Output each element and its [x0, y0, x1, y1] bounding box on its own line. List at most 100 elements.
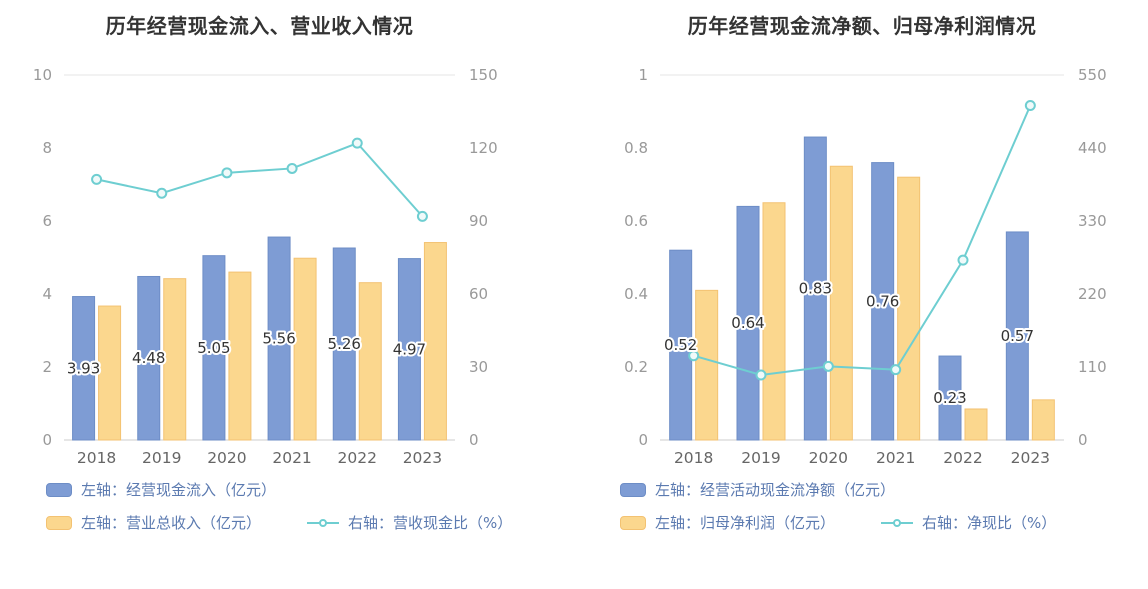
chart-panel-net-cashflow-profit: 历年经营现金流净额、归母净利润情况 0 0.2 0.4 0.6 0.8 1 0 110 220 3…	[574, 0, 1148, 589]
legend-item: 右轴：营收现金比（%）	[307, 513, 512, 533]
chart-title-cash-inflow-revenue: 历年经营现金流入、营业收入情况	[105, 14, 414, 38]
bar-blue-series	[137, 275, 161, 441]
line-marker	[221, 167, 233, 179]
legend-line-marker-icon	[893, 519, 902, 527]
line-marker	[688, 350, 700, 362]
bar-value-label: 0.57	[1001, 327, 1034, 345]
legend-label: 左轴：归母净利润（亿元）	[655, 514, 836, 532]
bar-blue-series	[397, 258, 421, 441]
x-axis-category: 2022	[338, 449, 377, 467]
bar-orange-series	[695, 289, 719, 441]
bar-value-label: 4.97	[393, 340, 426, 358]
legend-line-marker-icon	[319, 519, 328, 527]
line-marker	[351, 137, 363, 149]
line-marker	[755, 369, 767, 381]
legend-label: 左轴：经营现金流入（亿元）	[81, 481, 277, 499]
bar-orange-series	[163, 278, 187, 441]
x-axis-category: 2022	[943, 449, 982, 467]
bar-orange-series	[829, 165, 853, 441]
legend-item: 右轴：净现比（%）	[881, 513, 1056, 533]
legend-item: 左轴：营业总收入（亿元）	[46, 513, 261, 533]
chart-legend-cash-inflow-revenue: 左轴：经营现金流入（亿元） 左轴：营业总收入（亿元） 右轴：营收现金比（%）	[46, 480, 512, 533]
chart-title-net-cashflow-profit: 历年经营现金流净额、归母净利润情况	[687, 14, 1037, 38]
bar-orange-series	[228, 271, 252, 441]
chart-panel-cash-inflow-revenue: 历年经营现金流入、营业收入情况 0 2 4 6 8 10 0 30 60 90 120 150 2018…	[32, 14, 513, 533]
right-axis-tick: 330	[1078, 212, 1107, 230]
legend-item: 左轴：经营活动现金流净额（亿元）	[620, 480, 895, 500]
legend-label: 左轴：经营活动现金流净额（亿元）	[655, 481, 896, 499]
legend-swatch-blue-bar	[620, 483, 646, 497]
bar-blue-series	[332, 247, 356, 441]
bar-blue-series	[1005, 231, 1029, 441]
x-axis-category: 2023	[1011, 449, 1050, 467]
bar-orange-series	[1031, 399, 1055, 441]
legend-row: 左轴：经营现金流入（亿元）	[46, 480, 512, 500]
bar-blue-series	[267, 236, 291, 441]
right-axis-tick: 90	[469, 212, 488, 230]
bar-blue-series	[871, 162, 895, 441]
line-marker	[1024, 100, 1036, 112]
left-axis-tick: 2	[42, 358, 52, 376]
legend-swatch-line	[307, 519, 340, 527]
legend-item: 左轴：归母净利润（亿元）	[620, 513, 835, 533]
bar-blue-series	[736, 205, 760, 441]
legend-swatch-orange-bar	[46, 516, 72, 530]
bar-value-label: 3.93	[67, 359, 100, 377]
bar-blue-series	[72, 296, 96, 441]
left-axis-tick: 10	[33, 66, 52, 84]
bar-blue-series	[202, 255, 226, 441]
line-marker	[890, 364, 902, 376]
x-axis-category: 2021	[876, 449, 915, 467]
left-axis-tick: 0.4	[624, 285, 648, 303]
legend-swatch-orange-bar	[620, 516, 646, 530]
bar-orange-series	[897, 176, 921, 441]
right-axis-tick: 110	[1078, 358, 1107, 376]
x-axis-category: 2023	[403, 449, 442, 467]
cash-inflow-revenue-chart: 0 2 4 6 8 10 0 30 60 90 120 150 2018 2019 2020 2021 2022…	[33, 66, 498, 467]
legend-label: 右轴：营收现金比（%）	[348, 514, 513, 532]
left-axis-tick: 1	[638, 66, 648, 84]
bar-value-label: 0.76	[866, 292, 899, 310]
line-marker	[957, 254, 969, 266]
left-axis-tick: 0	[42, 431, 52, 449]
bar-orange-series	[964, 408, 988, 441]
legend-row: 左轴：归母净利润（亿元） 右轴：净现比（%）	[620, 513, 1056, 533]
legend-swatch-line	[881, 519, 914, 527]
right-axis-tick: 60	[469, 285, 488, 303]
bar-orange-series	[762, 202, 786, 441]
left-axis-tick: 0.2	[624, 358, 648, 376]
right-axis-tick: 550	[1078, 66, 1107, 84]
legend-row: 左轴：营业总收入（亿元） 右轴：营收现金比（%）	[46, 513, 512, 533]
line-marker	[156, 187, 168, 199]
line-marker	[91, 173, 103, 185]
bar-value-label: 0.83	[799, 280, 832, 298]
bar-value-label: 0.52	[664, 336, 697, 354]
legend-swatch-blue-bar	[46, 483, 72, 497]
x-axis-category: 2020	[809, 449, 848, 467]
right-axis-tick: 0	[469, 431, 479, 449]
right-axis-tick: 220	[1078, 285, 1107, 303]
x-axis-category: 2021	[272, 449, 311, 467]
bar-orange-series	[293, 257, 317, 441]
left-axis-tick: 8	[42, 139, 52, 157]
left-axis-tick: 6	[42, 212, 52, 230]
legend-row: 左轴：经营活动现金流净额（亿元）	[620, 480, 1056, 500]
x-axis-category: 2018	[674, 449, 713, 467]
bar-value-label: 5.56	[262, 330, 295, 348]
bar-orange-series	[423, 242, 447, 441]
net-cashflow-profit-chart: 0 0.2 0.4 0.6 0.8 1 0 110 220 330 440 550 2018 2019 20…	[624, 66, 1107, 467]
bar-value-label: 4.48	[132, 349, 165, 367]
chart-legend-net-cashflow-profit: 左轴：经营活动现金流净额（亿元） 左轴：归母净利润（亿元） 右轴：净现比（%）	[620, 480, 1056, 533]
line-marker	[286, 162, 298, 174]
left-axis-tick: 0.8	[624, 139, 648, 157]
left-axis-tick: 0	[638, 431, 648, 449]
x-axis-category: 2020	[207, 449, 246, 467]
ratio-line	[693, 105, 1032, 376]
right-axis-tick: 30	[469, 358, 488, 376]
bar-orange-series	[358, 282, 382, 441]
right-axis-tick: 440	[1078, 139, 1107, 157]
x-axis-category: 2019	[142, 449, 181, 467]
legend-label: 左轴：营业总收入（亿元）	[81, 514, 262, 532]
x-axis-category: 2019	[741, 449, 780, 467]
